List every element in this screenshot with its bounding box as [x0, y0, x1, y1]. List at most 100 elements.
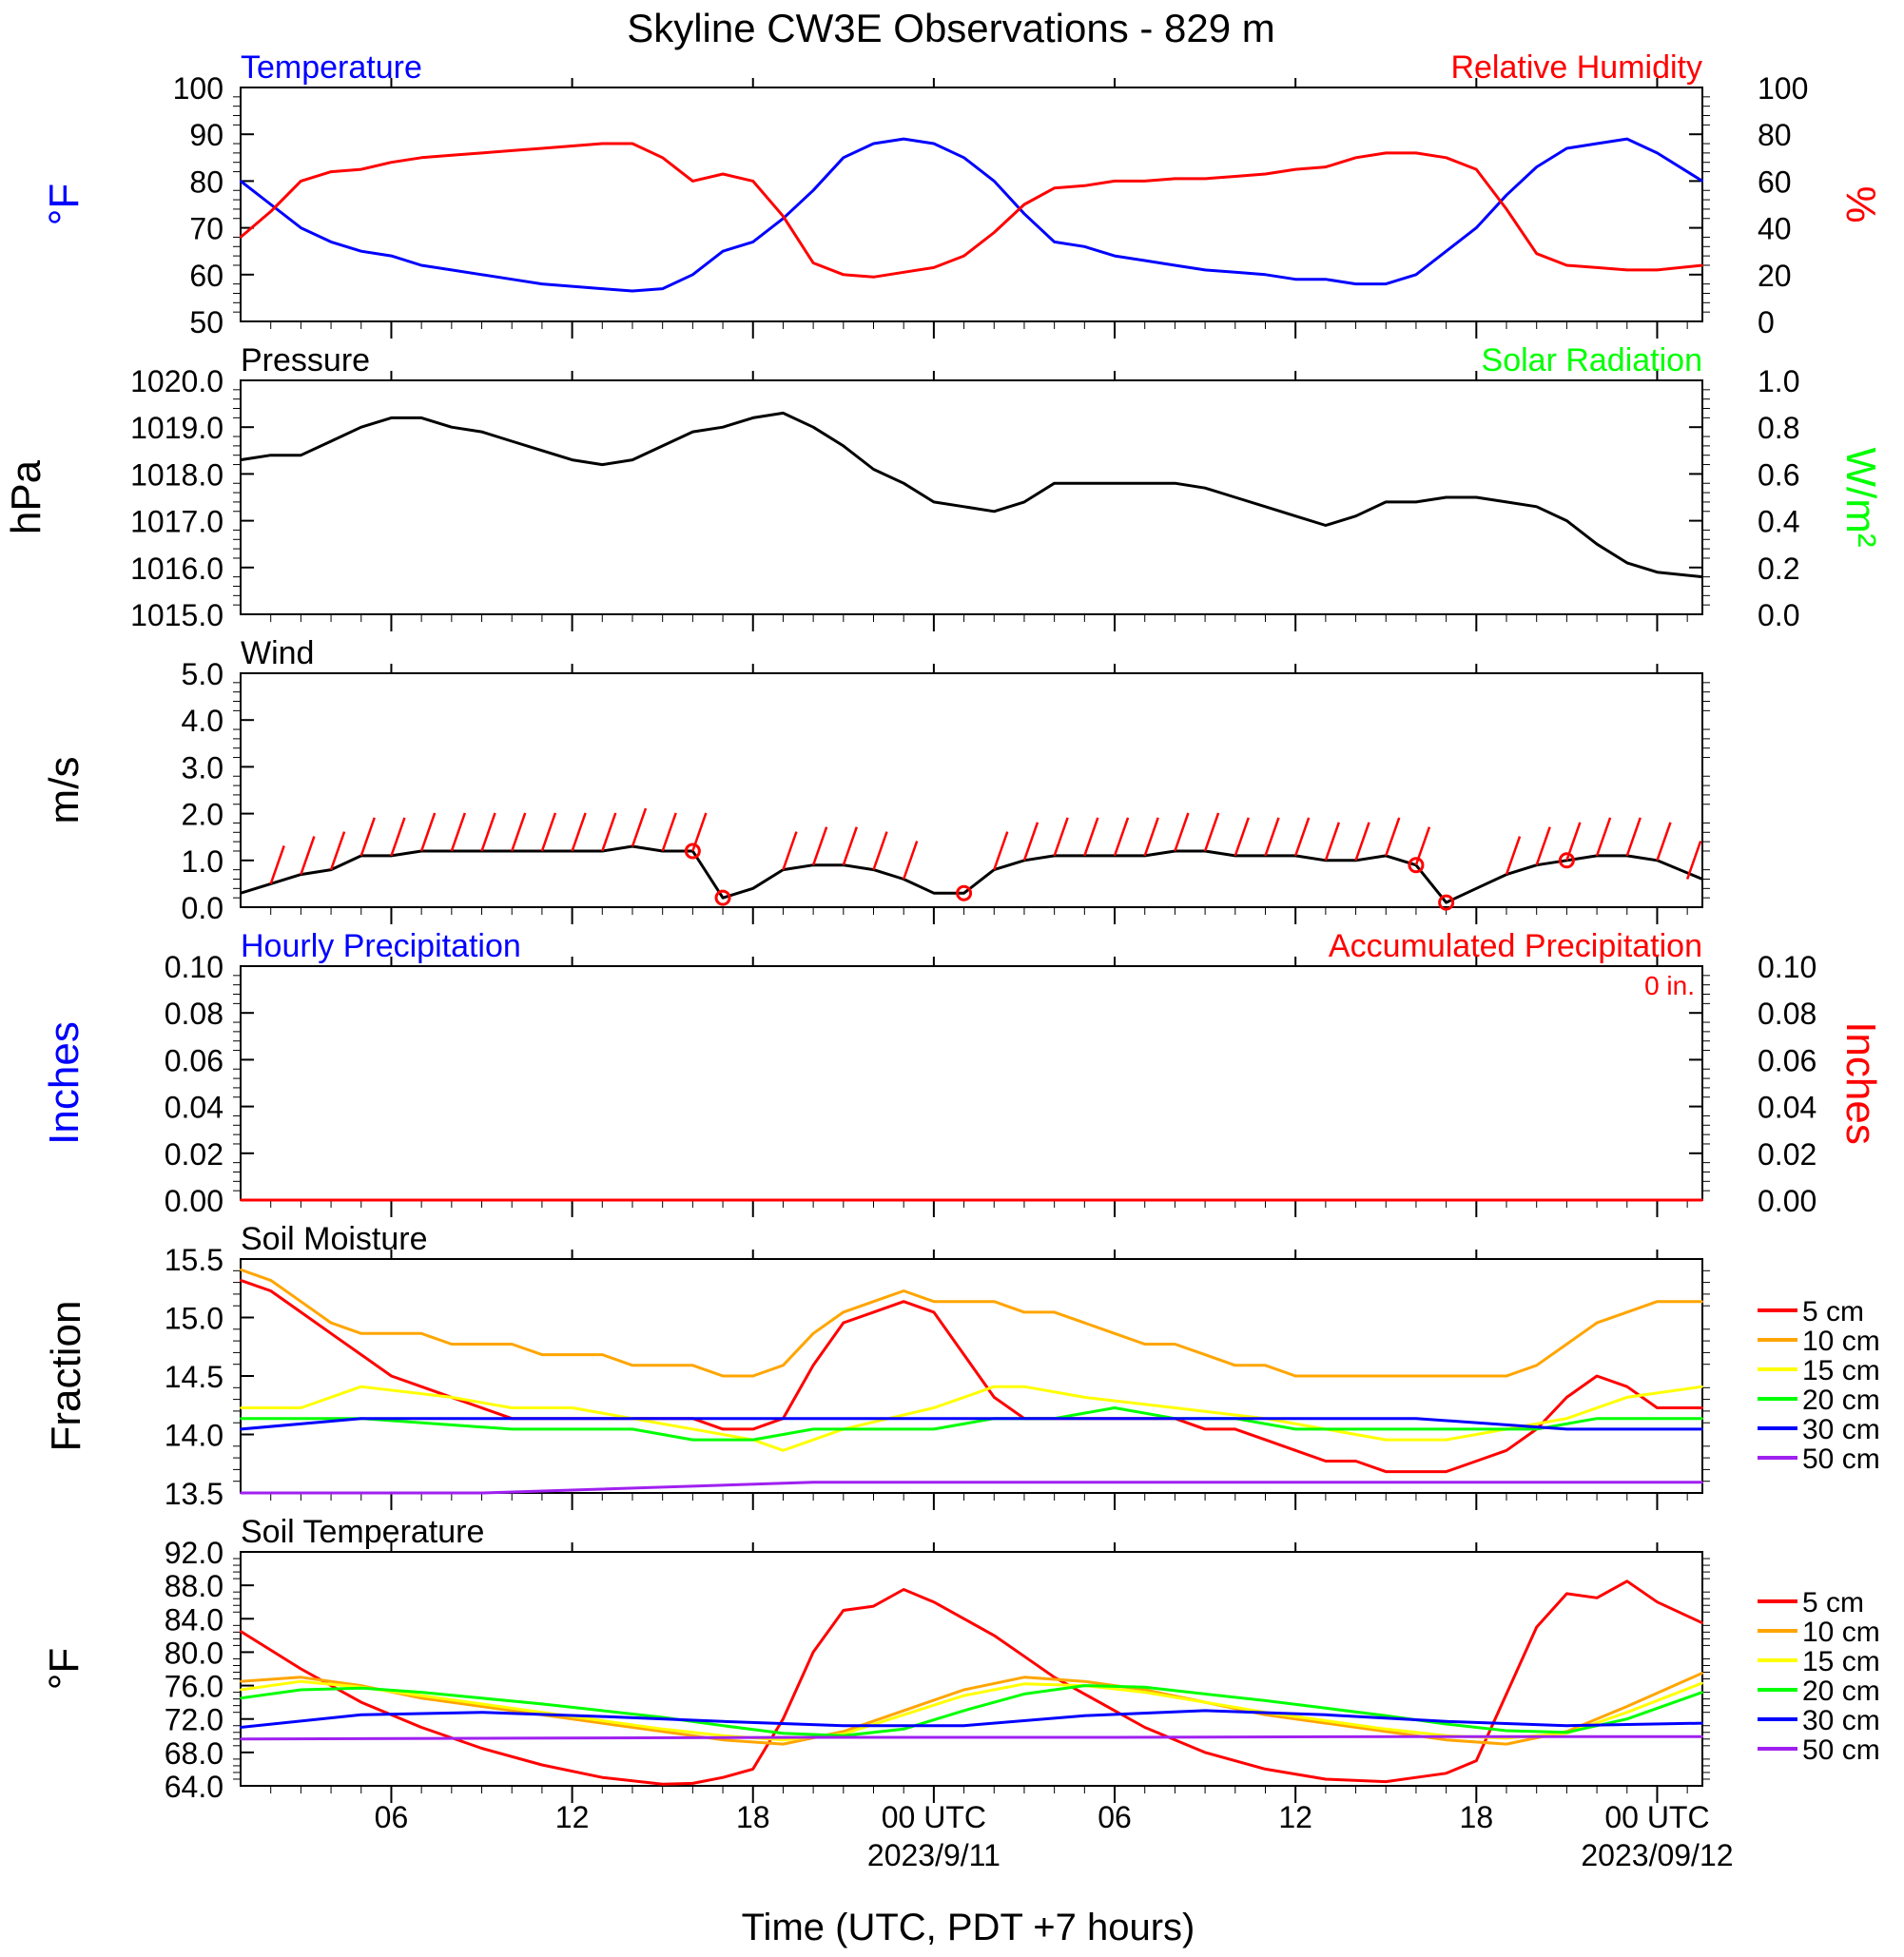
data-point [1445, 1772, 1447, 1774]
y-axis-unit-left: Fraction [43, 1301, 89, 1452]
data-point [480, 431, 483, 434]
y2-tick-label: 0.10 [1758, 950, 1817, 984]
data-point [1414, 273, 1417, 276]
data-point [1083, 184, 1086, 187]
data-point [359, 250, 362, 253]
y-tick-label: 72.0 [165, 1703, 223, 1737]
data-point [1294, 1375, 1297, 1377]
panel-title-left: Pressure [241, 342, 370, 378]
data-point [240, 1269, 242, 1271]
data-point [1294, 1449, 1297, 1452]
data-point [1506, 207, 1508, 210]
panel-title-left: Soil Temperature [241, 1514, 484, 1550]
y2-tick-label: 0.04 [1758, 1091, 1817, 1125]
panel-soil_moisture: Soil Moisture 15.5 15.0 14.5 14.0 13.5 Fractio… [43, 1221, 1710, 1511]
data-point [1385, 1375, 1388, 1377]
data-point [842, 273, 845, 276]
data-point [511, 149, 514, 152]
data-point [1174, 1343, 1176, 1346]
data-point [962, 1695, 965, 1697]
data-point [812, 262, 815, 264]
x-tick-label: 00 UTC [1604, 1800, 1709, 1834]
data-point [1385, 1730, 1388, 1733]
data-point [1656, 1406, 1659, 1409]
data-point [240, 892, 242, 895]
data-point [1596, 1417, 1599, 1420]
data-point [1701, 1385, 1703, 1388]
y-axis-unit-right: Inches [1837, 1021, 1884, 1145]
y-tick-label: 70 [189, 212, 223, 246]
data-point [1625, 1310, 1628, 1313]
data-point [1625, 1396, 1628, 1399]
data-point [240, 458, 242, 461]
data-point [450, 268, 453, 271]
data-point [1506, 1743, 1508, 1746]
data-point [631, 143, 633, 145]
data-point [932, 1427, 935, 1430]
legend-label: 50 cm [1802, 1734, 1880, 1766]
data-point [1445, 1720, 1447, 1723]
data-point [1535, 1626, 1538, 1629]
wind-barb [1113, 817, 1130, 857]
y2-tick-label: 0.4 [1758, 505, 1799, 539]
data-point [1701, 1672, 1703, 1675]
wind-barb [1656, 822, 1672, 862]
data-point [962, 892, 965, 895]
data-point [1174, 482, 1176, 485]
data-point [993, 1385, 996, 1388]
data-point [782, 1449, 785, 1452]
data-point [540, 449, 543, 452]
data-point [993, 180, 996, 183]
legend-label: 50 cm [1802, 1444, 1880, 1475]
data-point [691, 431, 694, 434]
y-tick-label: 0.0 [182, 891, 223, 925]
wind-barb [359, 817, 376, 857]
data-point [480, 1705, 483, 1708]
data-point [1701, 878, 1703, 881]
data-point [1565, 263, 1568, 266]
data-point [540, 1353, 543, 1356]
data-point [751, 241, 754, 243]
data-point [1625, 1385, 1628, 1388]
data-point [1506, 1449, 1508, 1452]
y-tick-label: 14.5 [165, 1360, 223, 1394]
panel-soil_temp: Soil Temperature 92.088.084.080.076.072.0… [41, 1514, 1710, 1804]
x-tick-label: 12 [1278, 1800, 1312, 1834]
data-point [812, 426, 815, 429]
y-tick-label: 0.04 [165, 1091, 223, 1125]
calm-wind-marker [1408, 857, 1425, 874]
data-point [1294, 1427, 1297, 1430]
data-point [993, 1634, 996, 1637]
wind-barb [511, 812, 527, 852]
y2-tick-label: 60 [1758, 165, 1792, 199]
wind-barb [691, 812, 708, 852]
legend-label: 30 cm [1802, 1414, 1880, 1445]
data-point [812, 1651, 815, 1654]
data-point [722, 1427, 725, 1430]
data-point [1565, 146, 1568, 149]
data-point [511, 1406, 514, 1409]
plot-frame [240, 87, 1703, 322]
data-point [631, 458, 633, 461]
data-point [420, 1691, 423, 1694]
data-point [300, 180, 302, 183]
data-point [722, 1724, 725, 1727]
panel-title-left: Soil Moisture [241, 1221, 428, 1257]
legend-label: 10 cm [1802, 1617, 1880, 1648]
y-axis-unit-right: W/m² [1837, 447, 1884, 547]
data-point [751, 1375, 754, 1377]
data-point [1022, 500, 1025, 503]
data-point [1656, 1600, 1659, 1603]
data-point [932, 1310, 935, 1313]
data-point [631, 1427, 633, 1430]
calm-wind-marker [1438, 894, 1455, 911]
data-point [300, 1406, 302, 1409]
data-point [359, 426, 362, 429]
data-point [1324, 1707, 1327, 1710]
data-point [269, 210, 272, 213]
data-point [540, 146, 543, 149]
wind-barb [1414, 826, 1431, 866]
data-point [269, 1279, 272, 1282]
y-tick-label: 100 [173, 71, 223, 106]
data-point [1114, 1481, 1117, 1483]
